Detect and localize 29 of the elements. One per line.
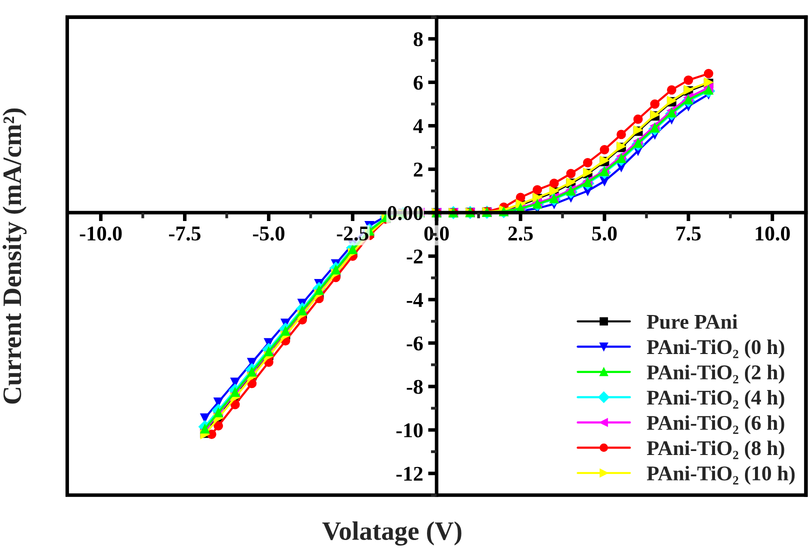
x-tick-label: 5.0 — [592, 226, 617, 241]
y-tick-label: -6 — [406, 336, 423, 350]
legend-label: PAni-TiO₂ (6 h) — [646, 415, 784, 434]
legend-label: PAni-TiO₂ (4 h) — [646, 390, 784, 409]
x-tick-label: 0.0 — [424, 226, 449, 241]
y-tick-label: 6 — [414, 76, 423, 90]
legend-label: PAni-TiO₂ (0 h) — [646, 339, 784, 358]
legend-label: PAni-TiO₂ (8 h) — [646, 440, 784, 460]
x-tick-label: 2.5 — [508, 226, 533, 241]
x-tick-label: -5.0 — [252, 226, 284, 241]
legend-label: PAni-TiO₂ (2 h) — [646, 364, 784, 384]
y-tick-label: 8 — [414, 32, 423, 46]
y-tick-label: 4 — [413, 119, 424, 133]
x-tick-label: -7.5 — [169, 226, 200, 241]
x-tick-label: -2.5 — [336, 226, 368, 241]
y-tick-label: 0.00 — [388, 206, 423, 220]
x-axis-title: Volatage (V) — [322, 521, 462, 546]
x-tick-label: -10.0 — [80, 226, 122, 241]
x-tick-label: 10.0 — [756, 226, 790, 241]
y-axis-title: Current Density (mA/cm²) — [2, 108, 27, 404]
y-tick-label: 2 — [414, 162, 422, 176]
y-tick-label: -4 — [406, 293, 424, 307]
legend-label: Pure PAni — [646, 314, 738, 329]
legend-label: PAni-TiO₂ (10 h) — [646, 466, 795, 485]
y-tick-label: -8 — [406, 380, 423, 394]
y-tick-label: -2 — [406, 250, 422, 264]
y-tick-label: -12 — [396, 466, 422, 481]
y-tick-label: -10 — [396, 423, 423, 438]
x-tick-label: 7.5 — [676, 226, 701, 241]
